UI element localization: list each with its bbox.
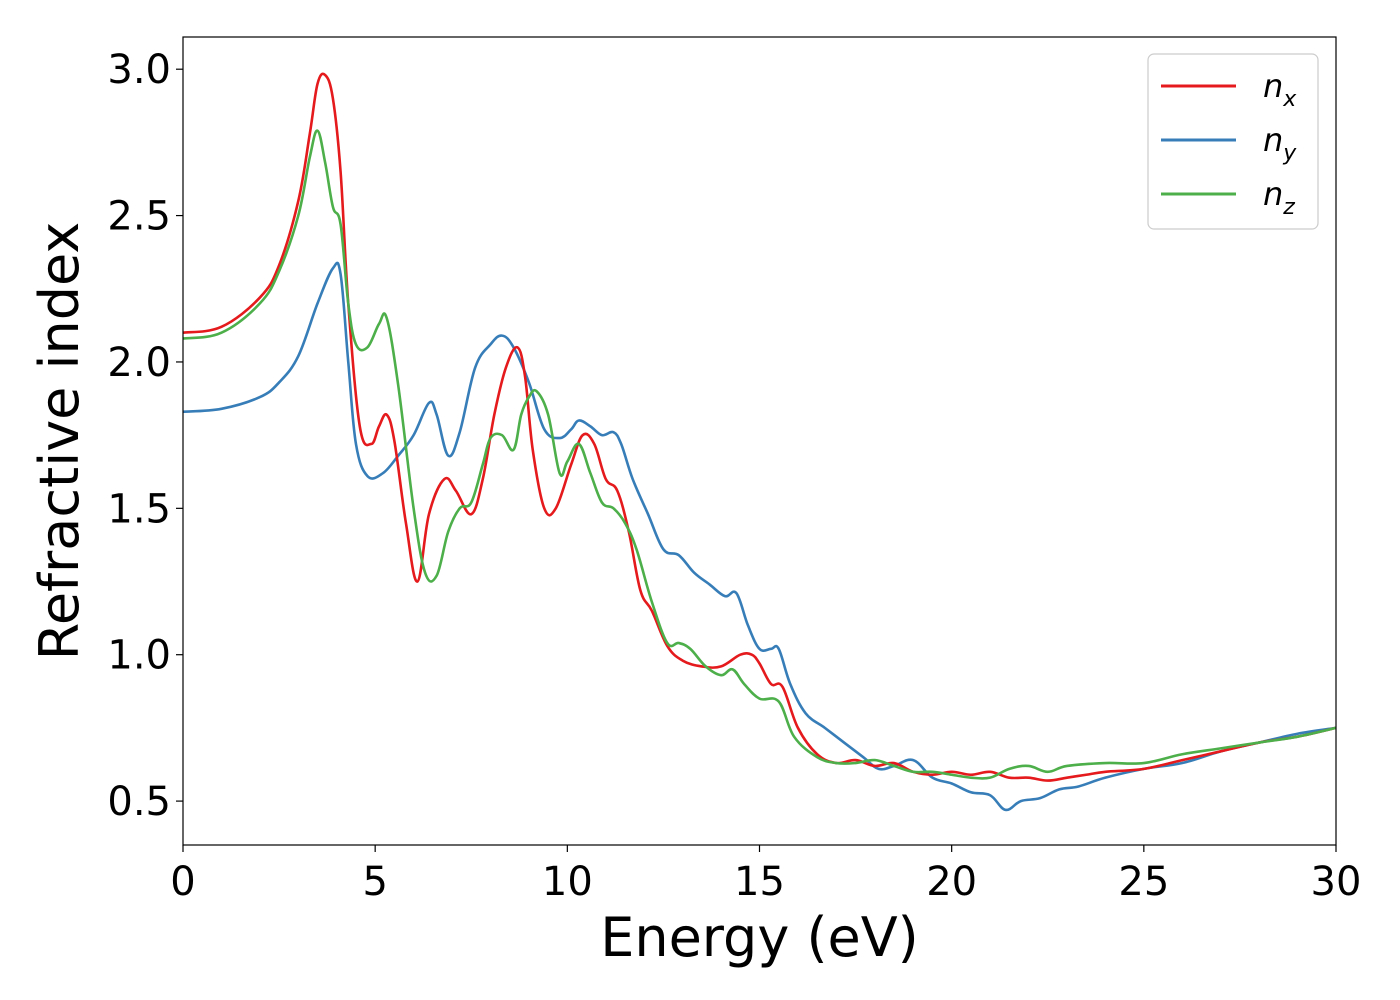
legend-entry-nz: nz bbox=[1161, 175, 1295, 220]
x-tick-label: 5 bbox=[362, 859, 387, 905]
legend-subscript-nx: x bbox=[1282, 87, 1297, 112]
svg-text:nz: nz bbox=[1263, 175, 1295, 220]
svg-text:nx: nx bbox=[1263, 67, 1297, 112]
plot-frame bbox=[182, 36, 1337, 846]
x-axis-title: Energy (eV) bbox=[600, 906, 919, 969]
x-tick-label: 20 bbox=[926, 859, 977, 905]
legend-label-ny: n bbox=[1263, 121, 1283, 159]
y-tick-label: 0.5 bbox=[107, 779, 171, 825]
y-axis-title: Refractive index bbox=[28, 222, 91, 661]
series-line-nx bbox=[182, 72, 1337, 782]
x-tick-label: 0 bbox=[170, 859, 195, 905]
y-tick-label: 2.0 bbox=[107, 340, 171, 386]
legend-label-nx: n bbox=[1263, 67, 1283, 105]
x-tick-label: 10 bbox=[542, 859, 593, 905]
series-layer bbox=[182, 72, 1337, 812]
y-tick-label: 2.5 bbox=[107, 194, 171, 240]
y-tick-label: 1.0 bbox=[107, 633, 171, 679]
y-tick-label: 3.0 bbox=[107, 47, 171, 93]
legend: nx ny nz bbox=[1147, 53, 1319, 230]
x-tick-label: 15 bbox=[734, 859, 785, 905]
legend-label-nz: n bbox=[1263, 175, 1283, 213]
series-line-nz bbox=[182, 129, 1337, 780]
y-tick-label: 1.5 bbox=[107, 486, 171, 532]
y-axis-ticks: 0.5 1.0 1.5 2.0 2.5 3.0 bbox=[107, 47, 183, 825]
x-tick-label: 25 bbox=[1118, 859, 1169, 905]
legend-entry-ny: ny bbox=[1161, 121, 1297, 166]
series-line-ny bbox=[182, 261, 1337, 812]
legend-subscript-nz: z bbox=[1282, 195, 1295, 220]
legend-entry-nx: nx bbox=[1161, 67, 1297, 112]
legend-subscript-ny: y bbox=[1282, 141, 1297, 166]
svg-text:ny: ny bbox=[1263, 121, 1297, 166]
x-tick-label: 30 bbox=[1311, 859, 1362, 905]
x-axis-ticks: 0 5 10 15 20 25 30 bbox=[170, 845, 1361, 905]
